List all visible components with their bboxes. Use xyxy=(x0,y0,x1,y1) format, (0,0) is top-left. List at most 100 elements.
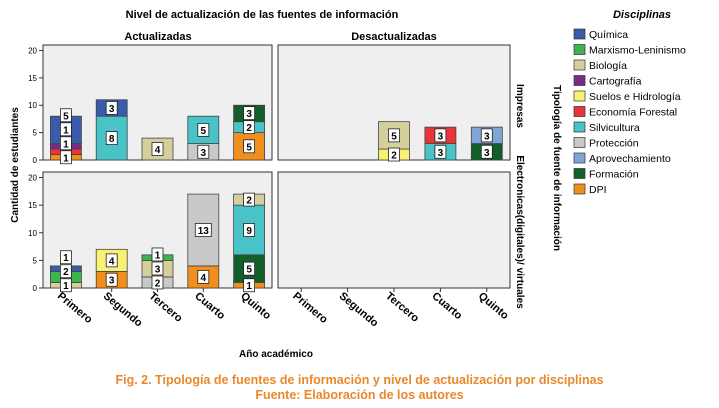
x-tick-label-primero: Primero xyxy=(55,290,95,326)
legend-label: DPI xyxy=(589,184,607,196)
data-label: 13 xyxy=(198,226,210,237)
legend-swatch xyxy=(573,90,586,102)
row-axis-title: Tipología de fuente de información xyxy=(551,85,562,251)
data-label: 3 xyxy=(438,148,444,159)
row-label-impresas: Impresas xyxy=(514,84,525,128)
data-label-box xyxy=(60,108,72,123)
data-label-box xyxy=(194,223,212,237)
data-label: 1 xyxy=(63,281,69,292)
column-label-desactualizadas: Desactualizadas xyxy=(351,31,437,43)
legend-label: Formación xyxy=(589,169,639,181)
legend-swatch xyxy=(573,168,586,179)
data-label: 4 xyxy=(201,273,207,284)
x-tick-label-cuarto: Cuarto xyxy=(192,290,227,322)
x-tick-label-primero: Primero xyxy=(290,290,330,326)
data-label-box xyxy=(105,253,118,268)
x-tick-label-quinto: Quinto xyxy=(238,290,273,322)
y-tick-label: 20 xyxy=(28,46,37,55)
legend-label: Suelos e Hidrología xyxy=(589,91,681,103)
y-tick-label: 10 xyxy=(28,229,37,238)
data-label-box xyxy=(388,128,400,143)
data-label-box xyxy=(60,150,72,165)
legend-swatch xyxy=(573,121,586,133)
x-tick-label-cuarto: Cuarto xyxy=(429,290,464,322)
x-tick-label-segundo: Segundo xyxy=(101,290,145,330)
legend-label: Protección xyxy=(589,138,639,150)
legend-label: Biología xyxy=(589,60,627,72)
data-label: 1 xyxy=(155,250,161,261)
data-label: 2 xyxy=(246,123,252,134)
y-axis-title: Cantidad de estudiantes xyxy=(10,107,21,223)
data-label: 8 xyxy=(109,134,115,145)
legend-item-suelos-e-hidrologia: Suelos e Hidrología xyxy=(573,90,681,103)
data-label-box xyxy=(243,278,256,293)
data-label: 5 xyxy=(391,131,397,142)
data-label: 5 xyxy=(246,142,252,153)
data-label: 2 xyxy=(155,278,161,289)
data-label: 3 xyxy=(201,148,207,159)
legend-swatch xyxy=(573,152,586,164)
legend-item-formacion: Formación xyxy=(573,168,639,181)
data-label-box xyxy=(243,223,256,237)
panel-electronicas-desactualizadas: Primero Segundo Tercero Cuarto Quinto xyxy=(277,171,511,330)
data-label: 2 xyxy=(246,196,252,207)
data-label: 3 xyxy=(484,131,490,142)
data-label: 2 xyxy=(63,267,69,278)
data-label-box xyxy=(480,128,493,143)
legend-swatch xyxy=(573,44,586,55)
x-axis-title: Año académico xyxy=(239,349,313,360)
data-label: 1 xyxy=(63,153,69,164)
data-label: 3 xyxy=(484,148,490,159)
data-label-box xyxy=(60,122,72,137)
legend-swatch xyxy=(573,59,586,71)
legend-swatch xyxy=(573,183,586,195)
column-label-actualizadas: Actualizadas xyxy=(124,31,191,43)
legend-item-silvicultura: Silvicultura xyxy=(573,121,640,134)
y-tick-label: 0 xyxy=(33,156,38,165)
figure-source: Fuente: Elaboración de los autores xyxy=(255,388,464,402)
legend-label: Silvicultura xyxy=(589,122,640,134)
legend-item-cartografia: Cartografía xyxy=(573,75,642,88)
legend-item-economia-forestal: Economía Forestal xyxy=(573,106,677,119)
data-label-box xyxy=(197,144,210,159)
y-tick-label: 15 xyxy=(28,74,37,83)
y-tick-label: 5 xyxy=(33,256,38,265)
data-label-box xyxy=(480,144,493,159)
data-label-box xyxy=(434,128,447,143)
legend-item-quimica: Química xyxy=(573,28,628,41)
legend-swatch xyxy=(573,137,586,148)
data-label-box xyxy=(243,192,256,207)
figure-caption: Fig. 2. Tipología de fuentes de informac… xyxy=(115,373,604,387)
data-label-box xyxy=(243,139,256,154)
legend-label: Cartografía xyxy=(589,76,642,88)
data-label-box xyxy=(60,278,72,293)
x-tick-label-quinto: Quinto xyxy=(476,290,511,322)
data-label-box xyxy=(243,261,256,276)
x-tick-label-tercero: Tercero xyxy=(383,290,421,325)
data-label-box xyxy=(243,120,256,135)
data-label-box xyxy=(151,261,164,276)
legend-item-aprovechamiento: Aprovechamiento xyxy=(573,152,671,165)
panel-frame xyxy=(277,171,511,289)
data-label-box xyxy=(243,106,256,121)
legend-swatch xyxy=(573,28,586,40)
data-label: 5 xyxy=(63,111,69,122)
legend-swatch xyxy=(573,75,586,86)
y-tick-label: 5 xyxy=(33,129,38,138)
y-tick-label: 0 xyxy=(33,284,38,293)
y-tick-label: 20 xyxy=(28,174,37,183)
y-tick-label: 10 xyxy=(28,101,37,110)
data-label-box xyxy=(388,147,400,162)
legend-swatch xyxy=(573,106,586,117)
data-label: 4 xyxy=(109,256,115,267)
legend-item-marxismo-leninismo: Marxismo-Leninismo xyxy=(573,44,686,57)
legend-item-dpi: DPI xyxy=(573,183,607,196)
x-tick-label-tercero: Tercero xyxy=(147,290,185,325)
data-label-box xyxy=(151,275,164,290)
data-label: 3 xyxy=(109,104,115,115)
chart-title: Nivel de actualización de las fuentes de… xyxy=(126,9,399,21)
x-tick-label-segundo: Segundo xyxy=(337,290,381,330)
data-label: 4 xyxy=(155,145,161,156)
